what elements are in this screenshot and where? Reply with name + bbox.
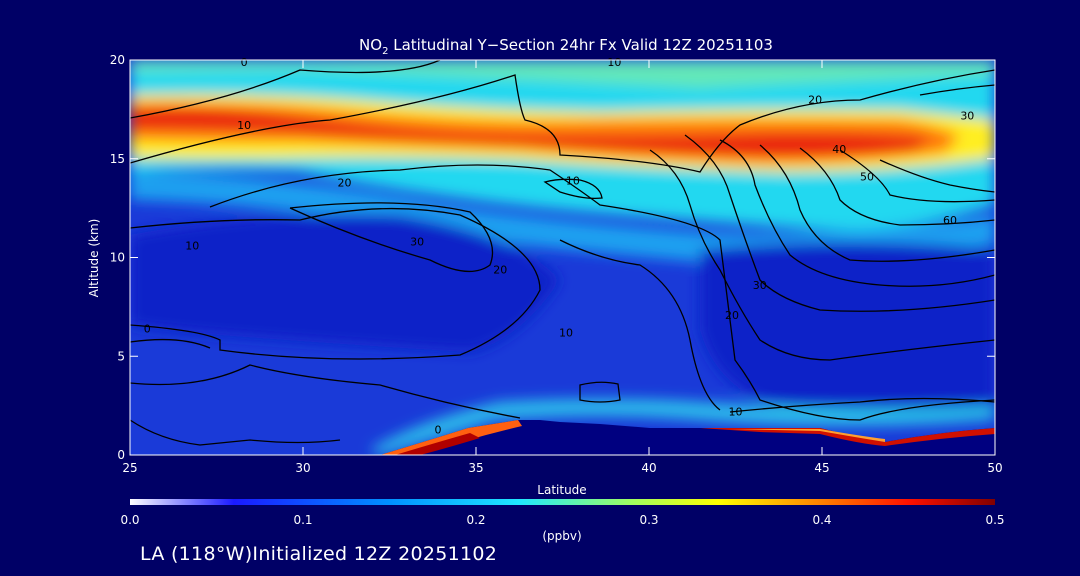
contour-label: 30 [410, 236, 424, 249]
contour-label: 10 [559, 327, 573, 340]
contour-label: 0 [434, 423, 441, 436]
colorbar-tick-label: 0.4 [812, 513, 831, 527]
contour-label: 10 [566, 174, 580, 187]
contour-label: 10 [729, 406, 743, 419]
contour-label: 10 [185, 240, 199, 253]
contour-label: 10 [237, 119, 251, 132]
contour-label: 0 [241, 56, 248, 69]
heatmap-field [130, 60, 995, 455]
x-axis-label: Latitude [537, 483, 586, 497]
contour-lines [130, 60, 995, 446]
contour-label: 20 [808, 94, 822, 107]
contour-label: 30 [960, 109, 974, 122]
contour-label: 60 [943, 214, 957, 227]
y-tick-label: 10 [110, 251, 125, 265]
colorbar-tick-label: 0.2 [466, 513, 485, 527]
x-tick-label: 40 [641, 461, 656, 475]
colorbar-tick-label: 0.1 [293, 513, 312, 527]
y-axis-ticks: 0 5 10 15 20 [110, 53, 995, 462]
colorbar-ticks: 0.0 0.1 0.2 0.3 0.4 0.5 [120, 513, 1004, 527]
x-tick-label: 45 [814, 461, 829, 475]
contour-label: 30 [753, 279, 767, 292]
y-tick-label: 15 [110, 152, 125, 166]
y-axis-label: Altitude (km) [87, 219, 101, 298]
colorbar-label: (ppbv) [542, 529, 581, 543]
contour-label: 50 [860, 171, 874, 184]
y-tick-label: 0 [117, 448, 125, 462]
colorbar-tick-label: 0.3 [639, 513, 658, 527]
x-tick-label: 25 [122, 461, 137, 475]
contour-label: 0 [144, 323, 151, 336]
contour-label: 10 [607, 56, 621, 69]
contour-label: 40 [832, 143, 846, 156]
contour-label: 20 [725, 309, 739, 322]
colorbar-tick-label: 0.5 [985, 513, 1004, 527]
contour-label: 20 [338, 176, 352, 189]
x-tick-label: 30 [295, 461, 310, 475]
contour-labels: 10 20 10 30 20 10 10 20 30 40 50 60 30 20 10 0 0 10 0 [144, 56, 975, 436]
chart-title: NO2 Latitudinal Y−Section 24hr Fx Valid … [359, 36, 773, 57]
y-tick-label: 5 [117, 349, 125, 363]
colorbar-tick-label: 0.0 [120, 513, 139, 527]
footer-text: LA (118°W)Initialized 12Z 20251102 [140, 543, 498, 565]
y-tick-label: 20 [110, 53, 125, 67]
x-tick-label: 50 [987, 461, 1002, 475]
contour-label: 20 [493, 263, 507, 276]
x-tick-label: 35 [468, 461, 483, 475]
x-axis-ticks: 25 30 35 40 45 50 [122, 60, 1003, 475]
colorbar [130, 499, 995, 505]
